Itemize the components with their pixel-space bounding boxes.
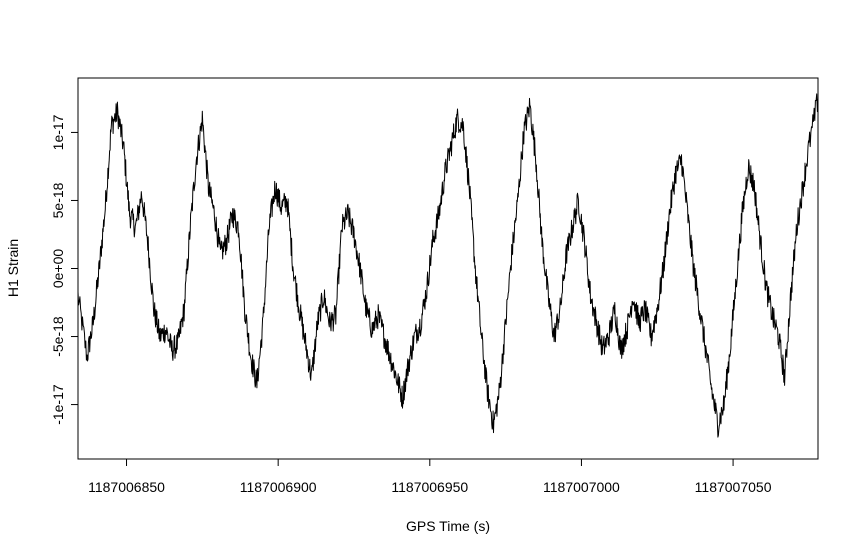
x-tick-label: 1187006850 <box>88 479 165 495</box>
y-axis-title: H1 Strain <box>5 239 21 297</box>
x-tick-label: 1187006900 <box>240 479 317 495</box>
x-tick-label: 1187006950 <box>391 479 468 495</box>
x-tick-label: 1187007050 <box>695 479 772 495</box>
x-tick-label: 1187007000 <box>543 479 620 495</box>
x-axis: 1187006850 1187006900 1187006950 1187007000… <box>88 458 772 495</box>
y-tick-label: 5e-18 <box>50 182 66 218</box>
x-axis-title: GPS Time (s) <box>406 518 490 534</box>
y-tick-label: 0e+00 <box>50 249 66 289</box>
y-axis: -1e-17 -5e-18 0e+00 5e-18 1e-17 <box>50 114 79 425</box>
strain-series-line <box>77 93 819 438</box>
y-tick-label: -1e-17 <box>50 384 66 425</box>
y-tick-label: -5e-18 <box>50 316 66 357</box>
plot-frame <box>77 77 819 460</box>
y-tick-label: 1e-17 <box>50 114 66 150</box>
